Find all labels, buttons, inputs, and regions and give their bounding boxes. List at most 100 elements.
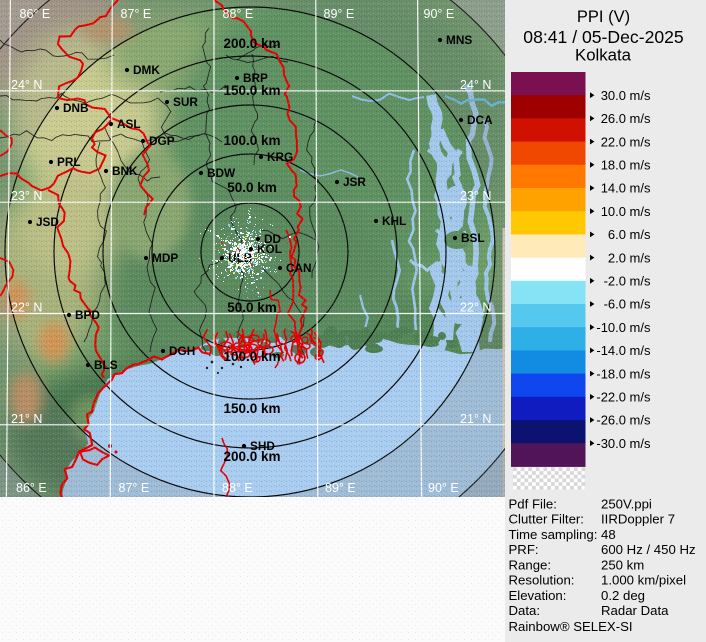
svg-text:JSR: JSR — [343, 175, 366, 189]
svg-text:m/s: m/s — [630, 204, 651, 219]
svg-text:m/s: m/s — [630, 343, 651, 358]
svg-text:m/s: m/s — [630, 436, 651, 451]
svg-text:250V.ppi: 250V.ppi — [601, 496, 652, 511]
svg-text:-22.0: -22.0 — [596, 390, 626, 405]
svg-text:m/s: m/s — [630, 158, 651, 173]
svg-text:90° E: 90° E — [424, 7, 455, 21]
svg-text:87° E: 87° E — [119, 481, 150, 495]
svg-text:ASL: ASL — [117, 117, 141, 131]
svg-text:IIRDoppler 7: IIRDoppler 7 — [601, 512, 675, 527]
svg-text:Rainbow® SELEX-SI: Rainbow® SELEX-SI — [509, 619, 633, 634]
svg-text:1.000 km/pixel: 1.000 km/pixel — [601, 573, 686, 588]
svg-text:Resolution:: Resolution: — [509, 573, 575, 588]
svg-text:-30.0: -30.0 — [596, 436, 626, 451]
svg-text:Clutter Filter:: Clutter Filter: — [509, 512, 584, 527]
svg-text:23° N: 23° N — [11, 189, 42, 203]
svg-text:DGH: DGH — [169, 344, 195, 358]
svg-text:86° E: 86° E — [20, 7, 51, 21]
svg-text:22.0: 22.0 — [601, 134, 626, 149]
svg-text:2.0: 2.0 — [608, 250, 626, 265]
svg-text:88° E: 88° E — [223, 7, 254, 21]
svg-text:BSL: BSL — [461, 231, 485, 245]
svg-text:m/s: m/s — [630, 413, 651, 428]
svg-text:Range:: Range: — [509, 557, 552, 572]
svg-text:-6.0: -6.0 — [604, 297, 626, 312]
svg-text:m/s: m/s — [630, 390, 651, 405]
svg-text:BNK: BNK — [112, 164, 138, 178]
svg-text:21° N: 21° N — [11, 412, 42, 426]
svg-text:88° E: 88° E — [222, 481, 253, 495]
svg-text:BLS: BLS — [94, 358, 118, 372]
svg-text:200.0 km: 200.0 km — [223, 36, 280, 51]
svg-text:Data:: Data: — [509, 603, 541, 618]
svg-text:18.0: 18.0 — [601, 158, 626, 173]
svg-text:90° E: 90° E — [428, 481, 459, 495]
svg-text:250 km: 250 km — [601, 557, 644, 572]
svg-text:-14.0: -14.0 — [596, 343, 626, 358]
svg-text:100.0 km: 100.0 km — [223, 349, 280, 364]
svg-text:m/s: m/s — [630, 181, 651, 196]
svg-text:BRP: BRP — [243, 71, 268, 85]
svg-text:DMK: DMK — [133, 63, 160, 77]
svg-text:CAN: CAN — [286, 261, 312, 275]
svg-text:10.0: 10.0 — [601, 204, 626, 219]
svg-text:m/s: m/s — [630, 320, 651, 335]
svg-text:m/s: m/s — [630, 297, 651, 312]
svg-text:KHL: KHL — [382, 214, 406, 228]
svg-text:48: 48 — [601, 527, 616, 542]
svg-text:m/s: m/s — [630, 88, 651, 103]
svg-text:PPI (V): PPI (V) — [577, 8, 630, 26]
svg-text:KOL: KOL — [257, 242, 282, 256]
svg-text:86° E: 86° E — [16, 481, 47, 495]
svg-text:SUR: SUR — [173, 95, 198, 109]
svg-text:DD: DD — [264, 232, 282, 246]
svg-text:Time sampling:: Time sampling: — [509, 527, 598, 542]
svg-text:22° N: 22° N — [11, 301, 42, 315]
svg-text:-18.0: -18.0 — [596, 366, 626, 381]
svg-text:24° N: 24° N — [460, 78, 491, 92]
svg-text:m/s: m/s — [630, 274, 651, 289]
svg-text:89° E: 89° E — [325, 481, 356, 495]
svg-text:-26.0: -26.0 — [596, 413, 626, 428]
svg-text:100.0 km: 100.0 km — [223, 133, 280, 148]
svg-text:SHD: SHD — [250, 439, 275, 453]
svg-text:m/s: m/s — [630, 111, 651, 126]
svg-text:KRG: KRG — [267, 150, 293, 164]
svg-text:150.0 km: 150.0 km — [223, 83, 280, 98]
svg-text:DNB: DNB — [63, 101, 89, 115]
svg-text:Pdf File:: Pdf File: — [509, 496, 557, 511]
svg-text:-10.0: -10.0 — [596, 320, 626, 335]
svg-text:JSD: JSD — [36, 215, 59, 229]
svg-text:PRL: PRL — [57, 155, 81, 169]
svg-text:24° N: 24° N — [11, 78, 42, 92]
svg-text:14.0: 14.0 — [601, 181, 626, 196]
svg-text:BDW: BDW — [207, 166, 236, 180]
svg-text:BPD: BPD — [75, 308, 100, 322]
svg-text:30.0: 30.0 — [601, 88, 626, 103]
svg-text:-2.0: -2.0 — [604, 274, 626, 289]
svg-text:MDP: MDP — [152, 251, 178, 265]
svg-text:08:41 / 05-Dec-2025: 08:41 / 05-Dec-2025 — [523, 27, 684, 47]
svg-text:21° N: 21° N — [460, 412, 491, 426]
svg-text:Radar Data: Radar Data — [601, 603, 669, 618]
svg-text:MNS: MNS — [446, 33, 472, 47]
svg-text:600 Hz / 450 Hz: 600 Hz / 450 Hz — [601, 542, 696, 557]
svg-text:0.2 deg: 0.2 deg — [601, 588, 645, 603]
svg-text:Kolkata: Kolkata — [575, 46, 632, 65]
svg-text:89° E: 89° E — [324, 7, 355, 21]
svg-text:22° N: 22° N — [460, 301, 491, 315]
svg-text:6.0: 6.0 — [608, 227, 626, 242]
svg-text:23° N: 23° N — [460, 189, 491, 203]
svg-text:DGP: DGP — [149, 134, 175, 148]
svg-text:m/s: m/s — [630, 250, 651, 265]
svg-text:Elevation:: Elevation: — [509, 588, 567, 603]
svg-text:m/s: m/s — [630, 134, 651, 149]
svg-text:ULB: ULB — [228, 251, 252, 265]
svg-text:87° E: 87° E — [121, 7, 152, 21]
svg-text:50.0 km: 50.0 km — [227, 180, 277, 195]
svg-text:m/s: m/s — [630, 366, 651, 381]
svg-text:DCA: DCA — [467, 113, 493, 127]
svg-text:26.0: 26.0 — [601, 111, 626, 126]
svg-text:150.0 km: 150.0 km — [223, 401, 280, 416]
svg-text:200.0 km: 200.0 km — [223, 449, 280, 464]
